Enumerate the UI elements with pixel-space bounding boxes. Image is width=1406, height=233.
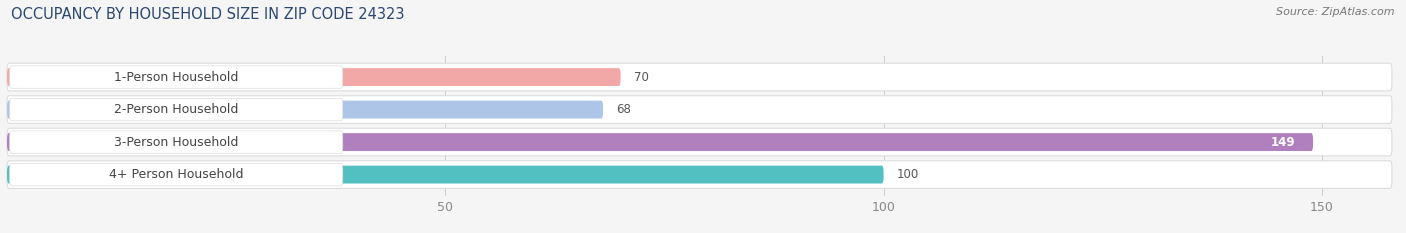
FancyBboxPatch shape (7, 96, 1392, 123)
FancyBboxPatch shape (10, 98, 343, 121)
FancyBboxPatch shape (7, 101, 603, 119)
FancyBboxPatch shape (7, 161, 1392, 188)
FancyBboxPatch shape (7, 166, 883, 184)
Text: 149: 149 (1271, 136, 1295, 149)
Text: 2-Person Household: 2-Person Household (114, 103, 239, 116)
Text: 68: 68 (616, 103, 631, 116)
Text: OCCUPANCY BY HOUSEHOLD SIZE IN ZIP CODE 24323: OCCUPANCY BY HOUSEHOLD SIZE IN ZIP CODE … (11, 7, 405, 22)
FancyBboxPatch shape (10, 163, 343, 186)
Text: 100: 100 (897, 168, 920, 181)
Text: 4+ Person Household: 4+ Person Household (108, 168, 243, 181)
FancyBboxPatch shape (7, 63, 1392, 91)
Text: 70: 70 (634, 71, 648, 84)
FancyBboxPatch shape (7, 133, 1313, 151)
Text: 3-Person Household: 3-Person Household (114, 136, 239, 149)
FancyBboxPatch shape (10, 66, 343, 88)
FancyBboxPatch shape (7, 128, 1392, 156)
Text: 1-Person Household: 1-Person Household (114, 71, 239, 84)
FancyBboxPatch shape (7, 68, 620, 86)
FancyBboxPatch shape (10, 131, 343, 153)
Text: Source: ZipAtlas.com: Source: ZipAtlas.com (1277, 7, 1395, 17)
